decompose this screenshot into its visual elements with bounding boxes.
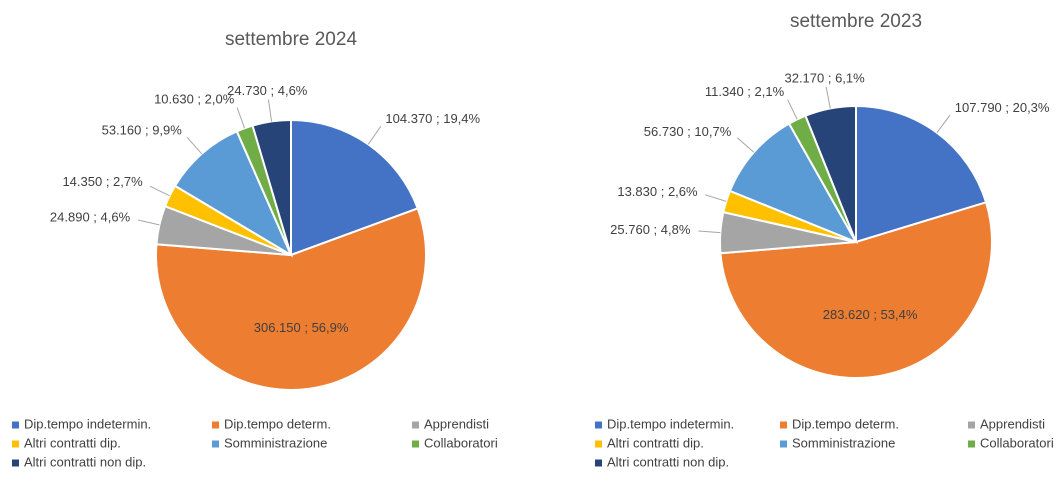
data-label: 10.630 ; 2,0% [154,91,235,106]
leader-line [936,114,951,134]
legend-label: Apprendisti [424,416,489,431]
leader-line [825,86,831,109]
legend-swatch [968,421,975,429]
leader-line [186,136,203,155]
legend-swatch [595,421,602,429]
legend-label: Altri contratti dip. [24,435,121,450]
leader-line [705,194,727,202]
leader-line [698,230,721,234]
legend-label: Dip.tempo determ. [792,416,899,431]
leader-line [787,99,798,120]
chart-title: settembre 2023 [790,11,922,32]
leader-line [367,125,382,145]
data-label: 53.160 ; 9,9% [102,123,183,138]
legend-label: Somministrazione [224,435,327,450]
pie-slice [290,118,419,257]
chart-title: settembre 2024 [225,29,357,50]
legend-label: Dip.tempo indetermin. [607,416,734,431]
data-label: 283.620 ; 53,4% [823,307,918,322]
data-label: 25.760 ; 4,8% [610,222,691,237]
legend-label: Collaboratori [980,435,1054,450]
data-label: 11.340 ; 2,1% [705,84,785,99]
data-label: 32.170 ; 6,1% [784,70,865,85]
data-label: 24.890 ; 4,6% [50,210,131,225]
legend-swatch [212,440,219,448]
data-label: 306.150 ; 56,9% [254,320,349,335]
leader-line [137,219,160,226]
data-label: 24.730 ; 4,6% [227,83,308,98]
legend-swatch [595,459,602,467]
leader-line [736,137,755,153]
leader-line [267,99,273,122]
pie-slice [155,207,427,391]
legend-label: Altri contratti dip. [607,435,704,450]
legend-label: Dip.tempo indetermin. [24,416,151,431]
data-label: 13.830 ; 2,6% [617,184,698,199]
legend-label: Collaboratori [424,435,498,450]
legend-swatch [968,440,975,448]
legend-label: Somministrazione [792,435,895,450]
leader-line [149,185,170,197]
legend-swatch [780,421,787,429]
legend-label: Apprendisti [980,416,1045,431]
legend-swatch [595,440,602,448]
legend-swatch [12,421,19,429]
legend-swatch [780,440,787,448]
data-label: 56.730 ; 10,7% [644,124,732,139]
data-label: 14.350 ; 2,7% [62,174,143,189]
data-label: 104.370 ; 19,4% [385,111,480,126]
legend-swatch [212,421,219,429]
legend-label: Altri contratti non dip. [607,454,729,469]
data-label: 107.790 ; 20,3% [955,100,1050,115]
legend-swatch [412,421,419,429]
legend-swatch [412,440,419,448]
legend-swatch [12,440,19,448]
legend-swatch [12,459,19,467]
legend-label: Altri contratti non dip. [24,454,146,469]
leader-line [236,107,246,129]
pie-slice [719,201,993,379]
pie-slice [173,130,294,258]
pie-slice [251,118,292,256]
legend-label: Dip.tempo determ. [224,416,331,431]
